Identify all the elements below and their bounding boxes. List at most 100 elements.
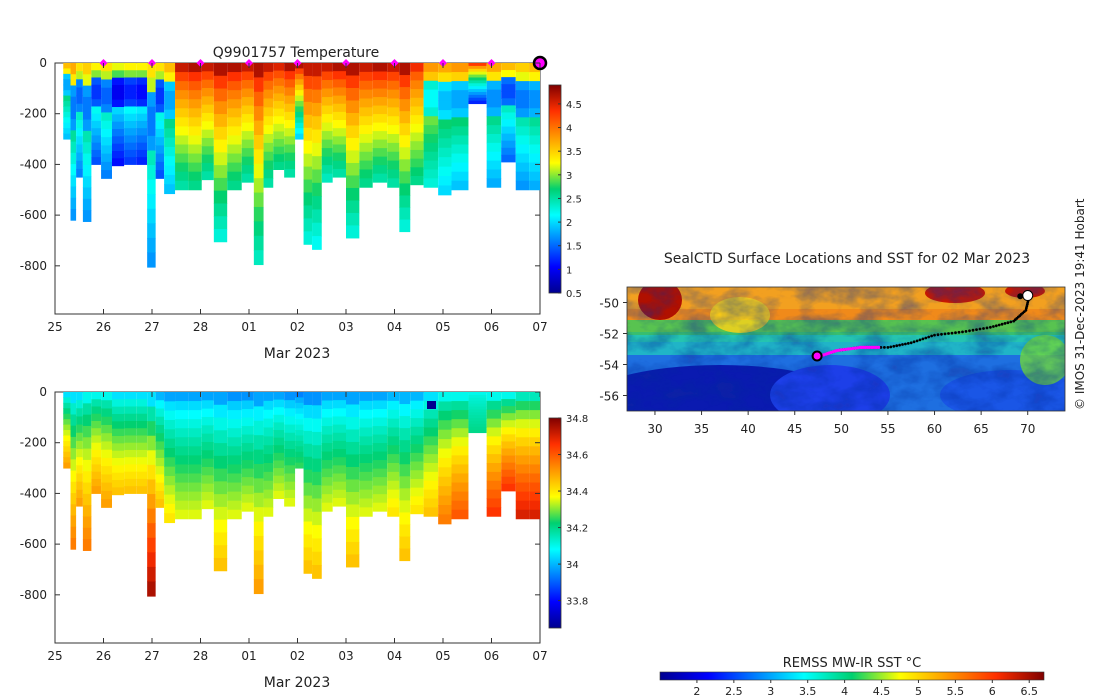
temp-profile-33-cell xyxy=(423,151,439,162)
sal-profile-34-cell xyxy=(438,401,452,412)
sal-profile-15-cell xyxy=(213,404,228,419)
temp-profile-12-cell xyxy=(175,171,189,182)
temp-profile-21-cell xyxy=(284,160,296,170)
sal-profile-25-cell xyxy=(321,477,333,487)
temp-profile-31-cell xyxy=(399,183,411,196)
temp-profile-20-cell xyxy=(273,161,285,170)
temp-profile-28-cell xyxy=(359,107,373,117)
temp-profile-4-cell xyxy=(91,149,102,158)
sal-profile-18-cell xyxy=(253,420,264,436)
temp-profile-9-cell xyxy=(147,208,156,224)
temp-profile-19-cell xyxy=(263,63,274,73)
sal-profile-36-cell xyxy=(468,412,487,416)
sal-profile-40-cell xyxy=(529,392,540,402)
temp-profile-0-cell xyxy=(63,73,71,80)
temp-profile-39-cell xyxy=(515,126,530,136)
temp-profile-27-cell xyxy=(346,225,360,239)
sal-profile-22-cell xyxy=(295,451,304,458)
sal-profile-24-cell xyxy=(312,392,322,406)
sal-profile-32-cell xyxy=(410,426,424,436)
sal-profile-28-cell xyxy=(359,480,373,491)
temp-profile-39-cell xyxy=(515,162,530,173)
temp-profile-10-cell xyxy=(155,71,165,80)
sal-profile-8-cell xyxy=(136,399,148,407)
sal-profile-23-cell xyxy=(303,404,313,419)
sal-profile-3-cell xyxy=(82,493,92,506)
sal-profile-25-cell xyxy=(321,460,333,470)
temp-profile-33-cell xyxy=(423,133,439,144)
temp-profile-1-cell xyxy=(70,208,77,221)
temp-profile-36-cell xyxy=(468,74,487,78)
temp-profile-4-cell xyxy=(91,70,102,78)
sal-profile-4-cell xyxy=(91,435,102,444)
sal-xtick-label: 07 xyxy=(532,649,547,663)
sal-profile-28-cell xyxy=(359,427,373,437)
temp-profile-15-cell xyxy=(213,126,228,141)
temp-profile-16-cell xyxy=(227,162,242,173)
temp-profile-23-cell xyxy=(303,231,313,245)
temp-profile-25-cell xyxy=(321,63,333,73)
temp-profile-1-cell xyxy=(70,141,77,154)
sal-profile-25 xyxy=(321,392,333,512)
sal-profile-15-cell xyxy=(213,430,228,444)
temp-profile-36-cell xyxy=(468,65,487,70)
temp-profile-16-cell xyxy=(227,180,242,191)
temp-profile-0-cell xyxy=(63,63,71,69)
temp-profile-25-cell xyxy=(321,114,333,124)
sal-profile-4-cell xyxy=(91,471,102,480)
sal-xtick-label: 02 xyxy=(290,649,305,663)
temp-profile-35-cell xyxy=(451,108,469,118)
sal-profile-16-cell xyxy=(227,392,242,402)
track-point xyxy=(1009,320,1013,324)
sal-profile-33-cell xyxy=(423,445,439,455)
sal-profile-37-cell xyxy=(486,507,502,517)
temp-profile-17-cell xyxy=(241,114,254,124)
temp-profile-20-cell xyxy=(273,123,285,132)
temp-profile-33-cell xyxy=(423,71,439,82)
temp-profile-40-cell xyxy=(529,162,540,173)
sal-profile-3-cell xyxy=(82,471,92,484)
temp-profile-39-cell xyxy=(515,90,530,100)
sal-profile-8-cell xyxy=(136,435,148,444)
temp-xtick-label: 06 xyxy=(484,320,499,334)
temp-profile-15-cell xyxy=(213,63,228,77)
temp-profile-2-cell xyxy=(76,168,83,178)
sal-profile-2-cell xyxy=(76,457,83,466)
sal-profile-12-cell xyxy=(175,428,189,438)
sal-profile-24-cell xyxy=(312,498,322,513)
sal-profile-4-cell xyxy=(91,413,102,422)
sal-profile-12-cell xyxy=(175,392,189,402)
sal-profile-18-cell xyxy=(253,521,264,537)
sal-profile-15-cell xyxy=(213,417,228,431)
temp-profile-29-cell xyxy=(372,105,388,115)
map-ytick-label: -50 xyxy=(599,297,619,311)
temp-profile-5-cell xyxy=(101,95,112,105)
temp-profile-10-cell xyxy=(155,145,165,155)
track-point xyxy=(947,332,950,335)
temp-profile-32-cell xyxy=(410,132,424,142)
temp-profile-24-cell xyxy=(312,89,322,104)
temp-profile-27-cell xyxy=(346,212,360,226)
sal-profile-14-cell xyxy=(201,500,214,510)
temp-profile-31-cell xyxy=(399,123,411,136)
sal-profile-14-cell xyxy=(201,425,214,435)
sal-profile-22-cell xyxy=(295,424,304,431)
sal-profile-10-cell xyxy=(155,457,165,467)
temp-profile-14-cell xyxy=(201,87,214,97)
track-point xyxy=(994,324,998,328)
sal-profile-2-cell xyxy=(76,497,83,507)
sal-profile-23-cell xyxy=(303,560,313,574)
temp-profile-10-cell xyxy=(155,120,165,130)
temp-profile-28-cell xyxy=(359,151,373,162)
sal-profile-18-cell xyxy=(253,435,264,451)
sal-profile-19-cell xyxy=(263,392,274,402)
sal-xtick-label: 03 xyxy=(338,649,353,663)
temp-profile-10-cell xyxy=(155,128,165,138)
temp-profile-35-cell xyxy=(451,135,469,145)
temp-profile-9-cell xyxy=(147,194,156,210)
temp-profile-32-cell xyxy=(410,97,424,107)
sal-profile-19 xyxy=(263,392,274,517)
temp-profile-31-cell xyxy=(399,87,411,100)
temp-profile-5-cell xyxy=(101,161,112,171)
